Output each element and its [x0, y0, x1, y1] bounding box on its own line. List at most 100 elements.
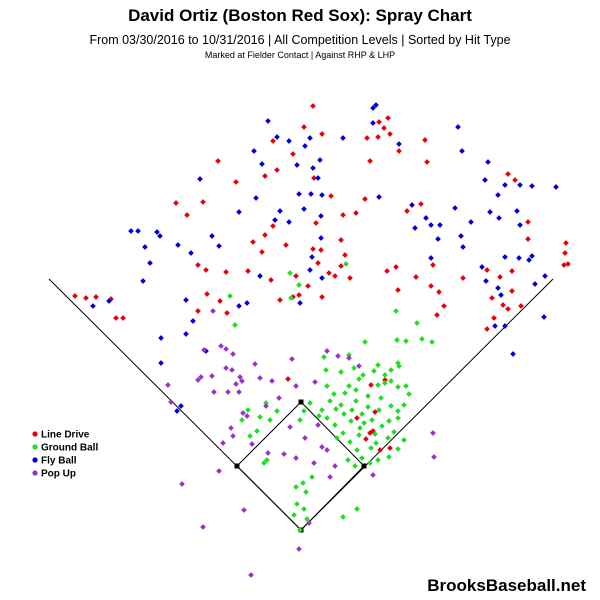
fly-ball-point	[435, 236, 441, 242]
ground-ball-point	[301, 506, 307, 512]
line-drive-point	[387, 445, 393, 451]
fly-ball-point	[516, 255, 522, 261]
pop-up-point	[324, 348, 330, 354]
ground-ball-point	[362, 339, 368, 345]
fly-ball-point	[479, 264, 485, 270]
line-drive-point	[328, 193, 334, 199]
line-drive-point	[310, 246, 316, 252]
fly-ball-point	[301, 206, 307, 212]
pop-up-point	[249, 441, 255, 447]
line-drive-point	[290, 151, 296, 157]
line-drive-point	[512, 177, 518, 183]
line-drive-point	[224, 310, 230, 316]
fly-ball-point	[526, 257, 532, 263]
pop-up-point	[236, 389, 242, 395]
pop-up-point	[241, 507, 247, 513]
fly-ball-point	[274, 134, 280, 140]
pop-up-point	[216, 468, 222, 474]
pop-up-point	[220, 440, 226, 446]
ground-ball-point	[375, 362, 381, 368]
fly-ball-point	[244, 300, 250, 306]
ground-ball-point	[296, 282, 302, 288]
fly-ball-point	[259, 161, 265, 167]
line-drive-point	[362, 196, 368, 202]
line-drive-point	[393, 264, 399, 270]
third-base	[235, 464, 240, 469]
pop-up-point	[302, 435, 308, 441]
fly-ball-point	[492, 323, 498, 329]
pop-up-point	[200, 524, 206, 530]
ground-ball-point	[291, 512, 297, 518]
line-drive-point	[173, 200, 179, 206]
ground-ball-point	[301, 408, 307, 414]
fly-ball-point	[485, 159, 491, 165]
ground-ball-point	[294, 501, 300, 507]
fly-ball-point	[158, 360, 164, 366]
ground-ball-point	[365, 404, 371, 410]
ground-ball-point	[401, 437, 407, 443]
line-drive-point	[305, 283, 311, 289]
watermark: BrooksBaseball.net	[427, 576, 586, 596]
fly-ball-point	[307, 135, 313, 141]
line-drive-point	[561, 262, 567, 268]
ground-ball-point	[354, 506, 360, 512]
line-drive-point	[277, 297, 283, 303]
fly-ball-point	[158, 335, 164, 341]
ground-ball-point	[293, 484, 299, 490]
line-drive-point	[310, 103, 316, 109]
fly-ball-point	[502, 323, 508, 329]
fly-ball-point	[294, 162, 300, 168]
ground-ball-point	[403, 338, 409, 344]
line-drive-point	[500, 302, 506, 308]
pop-up-point	[356, 363, 362, 369]
line-drive-point	[342, 252, 348, 258]
pop-up-point	[168, 399, 174, 405]
pop-up-point	[370, 472, 376, 478]
line-drive-point	[245, 268, 251, 274]
fly-ball-point	[482, 177, 488, 183]
ground-ball-point	[369, 417, 375, 423]
fly-ball-point	[452, 205, 458, 211]
line-drive-point	[518, 303, 524, 309]
fly-ball-point	[455, 124, 461, 130]
ground-ball-point	[386, 418, 392, 424]
fly-ball-point	[541, 314, 547, 320]
fly-ball-point	[412, 225, 418, 231]
ground-ball-point	[391, 429, 397, 435]
ground-ball-point	[375, 457, 381, 463]
fly-ball-point	[315, 175, 321, 181]
ground-ball-point	[348, 418, 354, 424]
line-drive-point	[353, 210, 359, 216]
legend-marker-ground-ball	[32, 444, 37, 449]
ground-ball-point	[232, 322, 238, 328]
fly-ball-point	[318, 235, 324, 241]
fly-ball-point	[553, 184, 559, 190]
pop-up-point	[315, 422, 321, 428]
ground-ball-point	[341, 411, 347, 417]
pop-up-point	[233, 381, 239, 387]
line-drive-point	[387, 131, 393, 137]
ground-ball-point	[406, 391, 412, 397]
line-drive-point	[315, 260, 321, 266]
ground-ball-point	[267, 417, 273, 423]
ground-ball-point	[287, 270, 293, 276]
line-drive-point	[318, 247, 324, 253]
pop-up-point	[327, 474, 333, 480]
line-drive-point	[484, 267, 490, 273]
ground-ball-point	[395, 384, 401, 390]
ground-ball-point	[342, 390, 348, 396]
ground-ball-point	[401, 402, 407, 408]
fly-ball-point	[251, 148, 257, 154]
ground-ball-point	[359, 411, 365, 417]
first-base	[362, 464, 367, 469]
fly-ball-point	[319, 192, 325, 198]
ground-ball-point	[361, 420, 367, 426]
fly-ball-point	[428, 222, 434, 228]
line-drive-point	[385, 115, 391, 121]
line-drive-point	[319, 131, 325, 137]
line-drive-point	[93, 294, 99, 300]
fly-ball-point	[370, 120, 376, 126]
fly-ball-point	[142, 244, 148, 250]
fly-ball-point	[216, 243, 222, 249]
